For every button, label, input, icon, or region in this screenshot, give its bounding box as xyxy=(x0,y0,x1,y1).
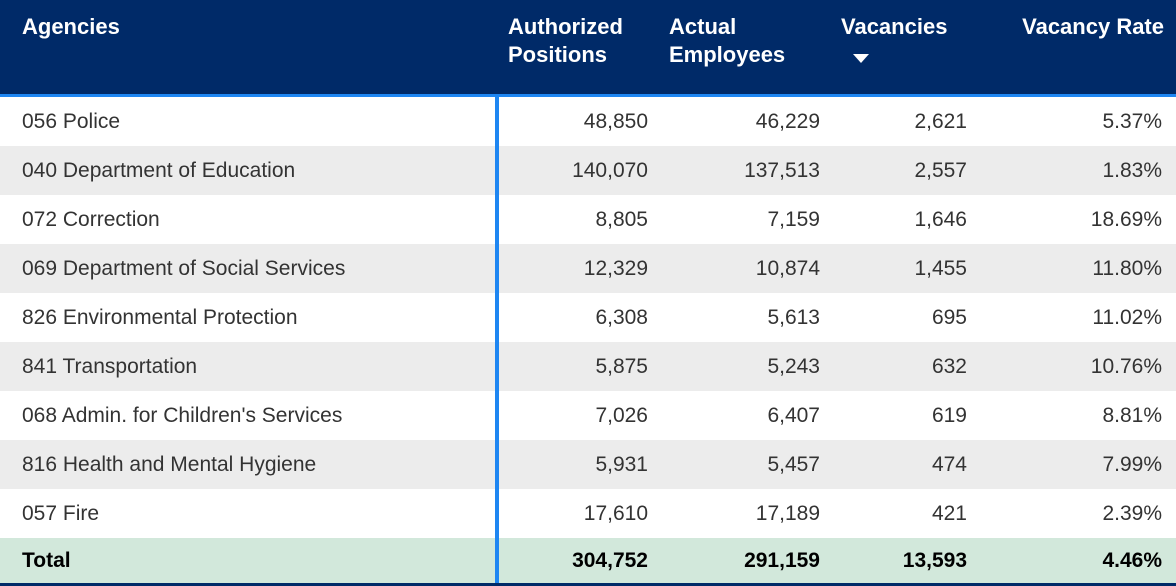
total-actual-employees-cell: 291,159 xyxy=(660,538,832,583)
agency-cell[interactable]: 841 Transportation xyxy=(0,342,499,391)
vacancy-rate-cell[interactable]: 1.83% xyxy=(979,146,1176,195)
actual-employees-cell[interactable]: 6,407 xyxy=(660,391,832,440)
vacancy-rate-cell[interactable]: 11.02% xyxy=(979,293,1176,342)
agency-cell[interactable]: 057 Fire xyxy=(0,489,499,538)
agency-cell[interactable]: 816 Health and Mental Hygiene xyxy=(0,440,499,489)
vacancy-rate-cell[interactable]: 7.99% xyxy=(979,440,1176,489)
agency-cell[interactable]: 826 Environmental Protection xyxy=(0,293,499,342)
table-row[interactable]: 040 Department of Education 140,070 137,… xyxy=(0,146,1176,195)
authorized-positions-cell[interactable]: 6,308 xyxy=(499,293,660,342)
actual-employees-cell[interactable]: 5,613 xyxy=(660,293,832,342)
agency-cell[interactable]: 069 Department of Social Services xyxy=(0,244,499,293)
column-header-label: Vacancy Rate xyxy=(1022,14,1164,39)
column-header-label: Actual Employees xyxy=(669,14,786,67)
actual-employees-cell[interactable]: 5,457 xyxy=(660,440,832,489)
vacancy-rate-cell[interactable]: 18.69% xyxy=(979,195,1176,244)
column-header-label: Agencies xyxy=(22,14,120,39)
actual-employees-cell[interactable]: 46,229 xyxy=(660,97,832,146)
column-header-agencies[interactable]: Agencies xyxy=(0,0,499,97)
vacancy-rate-cell[interactable]: 5.37% xyxy=(979,97,1176,146)
agency-cell[interactable]: 040 Department of Education xyxy=(0,146,499,195)
vacancy-rate-cell[interactable]: 8.81% xyxy=(979,391,1176,440)
column-header-vacancies[interactable]: Vacancies xyxy=(832,0,979,97)
actual-employees-cell[interactable]: 10,874 xyxy=(660,244,832,293)
actual-employees-cell[interactable]: 17,189 xyxy=(660,489,832,538)
vacancies-cell[interactable]: 619 xyxy=(832,391,979,440)
table-header-row: Agencies Authorized Positions Actual Emp… xyxy=(0,0,1176,97)
vacancy-rate-cell[interactable]: 11.80% xyxy=(979,244,1176,293)
authorized-positions-cell[interactable]: 7,026 xyxy=(499,391,660,440)
agency-cell[interactable]: 068 Admin. for Children's Services xyxy=(0,391,499,440)
table-row[interactable]: 068 Admin. for Children's Services 7,026… xyxy=(0,391,1176,440)
column-header-label: Vacancies xyxy=(841,14,948,39)
table-row[interactable]: 056 Police 48,850 46,229 2,621 5.37% xyxy=(0,97,1176,146)
vacancy-rate-cell[interactable]: 2.39% xyxy=(979,489,1176,538)
vacancies-cell[interactable]: 632 xyxy=(832,342,979,391)
authorized-positions-cell[interactable]: 5,931 xyxy=(499,440,660,489)
total-row: Total 304,752 291,159 13,593 4.46% xyxy=(0,538,1176,583)
actual-employees-cell[interactable]: 7,159 xyxy=(660,195,832,244)
total-vacancies-cell: 13,593 xyxy=(832,538,979,583)
vacancies-cell[interactable]: 1,455 xyxy=(832,244,979,293)
table-row[interactable]: 057 Fire 17,610 17,189 421 2.39% xyxy=(0,489,1176,538)
sort-descending-icon xyxy=(853,54,869,63)
column-header-label: Authorized Positions xyxy=(508,14,623,67)
authorized-positions-cell[interactable]: 17,610 xyxy=(499,489,660,538)
authorized-positions-cell[interactable]: 48,850 xyxy=(499,97,660,146)
column-header-actual-employees[interactable]: Actual Employees xyxy=(660,0,832,97)
vacancies-cell[interactable]: 1,646 xyxy=(832,195,979,244)
vacancies-cell[interactable]: 421 xyxy=(832,489,979,538)
actual-employees-cell[interactable]: 5,243 xyxy=(660,342,832,391)
vacancies-cell[interactable]: 2,621 xyxy=(832,97,979,146)
agency-cell[interactable]: 072 Correction xyxy=(0,195,499,244)
total-label-cell: Total xyxy=(0,538,499,583)
authorized-positions-cell[interactable]: 12,329 xyxy=(499,244,660,293)
column-header-vacancy-rate[interactable]: Vacancy Rate xyxy=(979,0,1176,97)
column-header-authorized-positions[interactable]: Authorized Positions xyxy=(499,0,660,97)
vacancies-cell[interactable]: 474 xyxy=(832,440,979,489)
table-row[interactable]: 072 Correction 8,805 7,159 1,646 18.69% xyxy=(0,195,1176,244)
agency-cell[interactable]: 056 Police xyxy=(0,97,499,146)
authorized-positions-cell[interactable]: 140,070 xyxy=(499,146,660,195)
authorized-positions-cell[interactable]: 5,875 xyxy=(499,342,660,391)
total-vacancy-rate-cell: 4.46% xyxy=(979,538,1176,583)
table-row[interactable]: 826 Environmental Protection 6,308 5,613… xyxy=(0,293,1176,342)
vacancies-cell[interactable]: 695 xyxy=(832,293,979,342)
table-row[interactable]: 816 Health and Mental Hygiene 5,931 5,45… xyxy=(0,440,1176,489)
table-row[interactable]: 069 Department of Social Services 12,329… xyxy=(0,244,1176,293)
table-row[interactable]: 841 Transportation 5,875 5,243 632 10.76… xyxy=(0,342,1176,391)
total-authorized-positions-cell: 304,752 xyxy=(499,538,660,583)
vacancies-cell[interactable]: 2,557 xyxy=(832,146,979,195)
authorized-positions-cell[interactable]: 8,805 xyxy=(499,195,660,244)
vacancy-rate-cell[interactable]: 10.76% xyxy=(979,342,1176,391)
actual-employees-cell[interactable]: 137,513 xyxy=(660,146,832,195)
